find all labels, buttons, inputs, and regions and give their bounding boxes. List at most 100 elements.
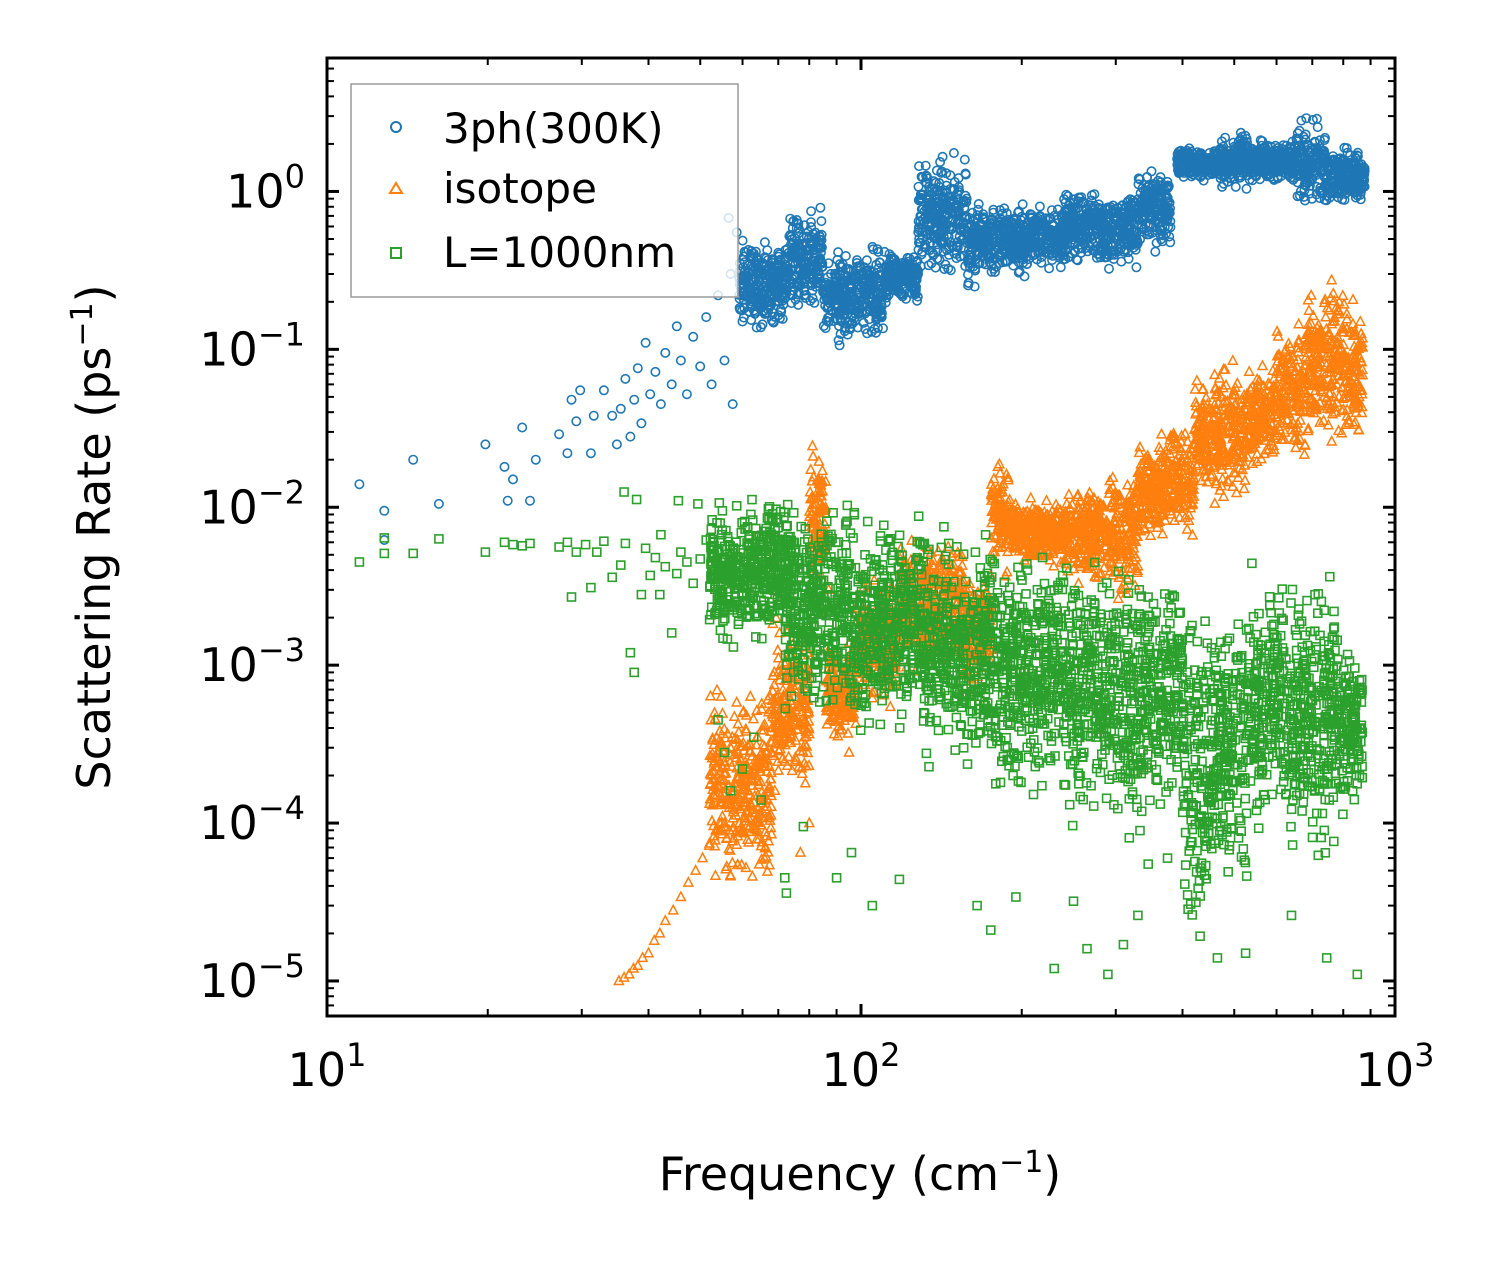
isotope-point (773, 743, 785, 755)
isotope-point (725, 760, 738, 771)
isotope-point (757, 723, 770, 735)
isotope-point (696, 851, 709, 863)
isotope-point (763, 779, 776, 791)
isotope-point (739, 814, 752, 826)
isotope-point (728, 710, 741, 722)
isotope-point (747, 712, 760, 724)
isotope-point (741, 783, 754, 795)
isotope-point (705, 768, 718, 780)
isotope-point (730, 797, 742, 809)
isotope-point (731, 790, 744, 802)
isotope-point (746, 869, 759, 881)
isotope-point (729, 731, 741, 743)
isotope-point (689, 863, 702, 875)
isotope-point (755, 818, 767, 830)
isotope-point (716, 760, 729, 772)
isotope-point (732, 725, 745, 737)
isotope-point (757, 738, 769, 750)
isotope-point (717, 774, 729, 786)
isotope-point (675, 890, 687, 902)
isotope-point (770, 716, 783, 728)
isotope-point (719, 744, 731, 756)
isotope-point (740, 722, 752, 734)
isotope-point (724, 868, 737, 880)
isotope-point (843, 745, 855, 757)
isotope-point (741, 833, 754, 844)
isotope-point (736, 825, 749, 837)
isotope-point (755, 852, 768, 864)
isotope-point (711, 746, 723, 758)
isotope-point (659, 914, 672, 926)
isotope-point (749, 806, 761, 818)
isotope-point (723, 779, 735, 790)
isotope-point (711, 683, 723, 695)
isotope-point (763, 782, 775, 794)
isotope-point (667, 903, 679, 915)
isotope-point (718, 722, 731, 734)
plot-area (354, 113, 1370, 986)
isotope-point (744, 689, 757, 701)
isotope-point (799, 714, 812, 726)
isotope-point (772, 763, 785, 775)
isotope-point (734, 739, 747, 751)
isotope-point (800, 730, 813, 742)
isotope-point (800, 725, 812, 736)
isotope-point (734, 752, 747, 764)
isotope-point (727, 811, 739, 823)
isotope-point (771, 755, 784, 767)
isotope-point (782, 750, 795, 762)
isotope-point (747, 821, 760, 833)
isotope-point (732, 717, 744, 729)
isotope-point (762, 834, 775, 846)
isotope-point (763, 809, 776, 821)
isotope-point (721, 831, 733, 843)
isotope-point (762, 845, 774, 857)
isotope-point (773, 737, 785, 749)
isotope-point (751, 769, 763, 781)
isotope-point (764, 734, 777, 746)
isotope-point (742, 805, 754, 817)
isotope-point (739, 799, 752, 811)
isotope-point (713, 816, 726, 828)
isotope-point (755, 839, 767, 851)
isotope-point (800, 692, 812, 704)
isotope-point (642, 946, 655, 958)
isotope-point (799, 776, 812, 788)
isotope-point (703, 838, 716, 850)
isotope-point (776, 752, 789, 764)
isotope-point (708, 738, 720, 750)
isotope-point (740, 861, 752, 873)
isotope-point (777, 688, 790, 700)
isotope-point (800, 759, 812, 771)
isotope-point (648, 934, 660, 945)
isotope-point (765, 827, 778, 839)
isotope-point (769, 697, 782, 709)
isotope-point (710, 760, 722, 772)
isotope-point (765, 789, 778, 801)
isotope-point (744, 744, 756, 755)
isotope-point (802, 702, 814, 714)
isotope-point (765, 808, 777, 820)
isotope-point (715, 689, 727, 701)
isotope-point (753, 807, 765, 819)
isotope-point (704, 689, 717, 701)
isotope-point (703, 797, 716, 808)
isotope-point (716, 827, 728, 839)
isotope-point (758, 751, 770, 763)
isotope-point (746, 749, 758, 761)
isotope-point (765, 821, 777, 833)
isotope-point (766, 684, 779, 696)
isotope-point (714, 772, 726, 784)
isotope-point (705, 713, 717, 725)
isotope-point (728, 831, 740, 843)
isotope-point (763, 760, 776, 772)
isotope-point (739, 792, 751, 804)
isotope-point (737, 706, 749, 718)
isotope-point (761, 864, 774, 876)
isotope-point (772, 651, 785, 663)
isotope-point (784, 736, 797, 748)
isotope-point (618, 970, 630, 982)
isotope-point (623, 967, 635, 979)
isotope-point (755, 697, 768, 709)
isotope-point (797, 744, 809, 756)
